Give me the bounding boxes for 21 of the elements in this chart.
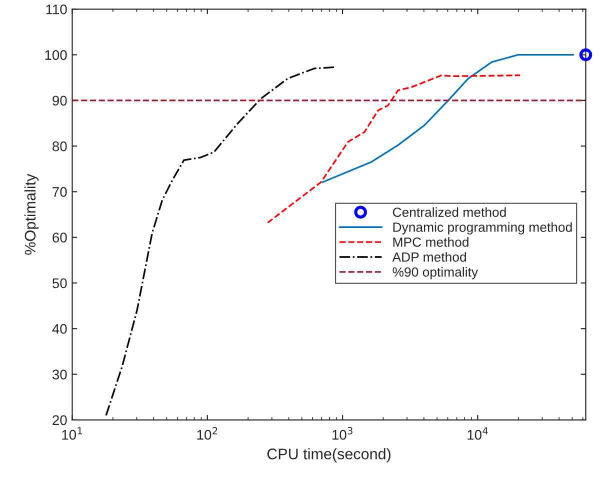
x-tick-label: 10$^{4}$ bbox=[468, 427, 488, 440]
y-tick-label: 80 bbox=[52, 141, 67, 152]
y-tick-label: 100 bbox=[45, 50, 67, 60]
legend-label: MPC method bbox=[393, 237, 468, 247]
y-tick-label: 60 bbox=[52, 232, 67, 243]
y-axis-title: %Optimality bbox=[24, 174, 39, 255]
legend-label: Dynamic programming method bbox=[393, 222, 572, 234]
legend-label: Centralized method bbox=[392, 207, 506, 217]
x-tick-label: 10$^{3}$ bbox=[332, 427, 352, 440]
x-tick-label: 10$^{1}$ bbox=[62, 427, 82, 440]
y-tick-label: 50 bbox=[52, 278, 67, 288]
y-tick-label: 90 bbox=[52, 96, 67, 106]
y-tick-label: 40 bbox=[52, 324, 67, 334]
legend-label: ADP method bbox=[392, 252, 466, 262]
y-tick-label: 20 bbox=[52, 415, 67, 426]
y-tick-label: 70 bbox=[52, 187, 67, 197]
y-tick-label: 30 bbox=[52, 370, 67, 380]
legend-label: %90 optimality bbox=[392, 267, 478, 280]
y-tick-label: 110 bbox=[46, 4, 67, 14]
x-axis-title: CPU time(second) bbox=[267, 448, 390, 462]
x-tick-label: 10$^{2}$ bbox=[197, 427, 218, 440]
